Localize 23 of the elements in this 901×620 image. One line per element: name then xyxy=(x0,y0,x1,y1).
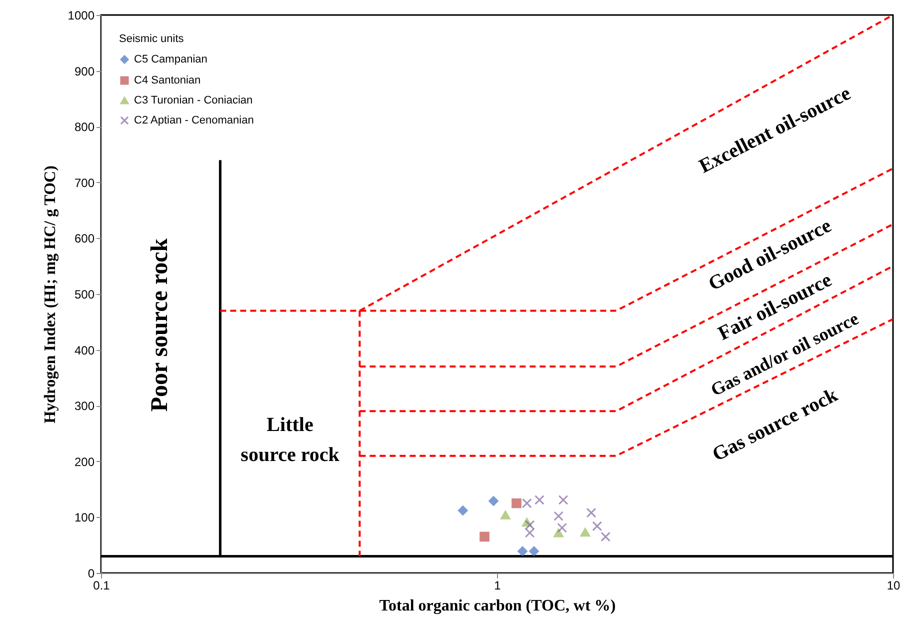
y-tick-label: 1000 xyxy=(68,8,95,22)
y-tick-label: 600 xyxy=(74,232,95,246)
y-axis-title: Hydrogen Index (HI; mg HC/ g TOC) xyxy=(42,166,59,424)
x-tick-label: 1 xyxy=(494,578,502,592)
legend-label: C2 Aptian - Cenomanian xyxy=(134,114,254,126)
legend-label: C5 Campanian xyxy=(134,54,208,66)
y-tick-label: 400 xyxy=(74,343,95,358)
x-axis-title: Total organic carbon (TOC, wt %) xyxy=(379,598,616,614)
legend-label: C3 Turonian - Coniacian xyxy=(134,94,253,106)
legend-title: Seismic units xyxy=(119,33,184,45)
x-tick-label: 0.1 xyxy=(93,578,110,592)
y-tick-label: 300 xyxy=(74,399,95,414)
annotation: Poor source rock xyxy=(147,238,173,412)
legend-label: C4 Santonian xyxy=(134,74,201,86)
y-tick-label: 900 xyxy=(74,64,95,78)
annotation: Little source rock xyxy=(240,414,340,466)
y-tick-label: 800 xyxy=(74,120,95,134)
y-tick-label: 500 xyxy=(74,288,95,302)
x-tick-label: 10 xyxy=(886,578,900,592)
y-tick-label: 100 xyxy=(74,510,95,525)
y-tick-label: 700 xyxy=(74,176,95,190)
y-tick-label: 200 xyxy=(74,454,95,469)
y-tick-label: 0 xyxy=(88,566,95,580)
